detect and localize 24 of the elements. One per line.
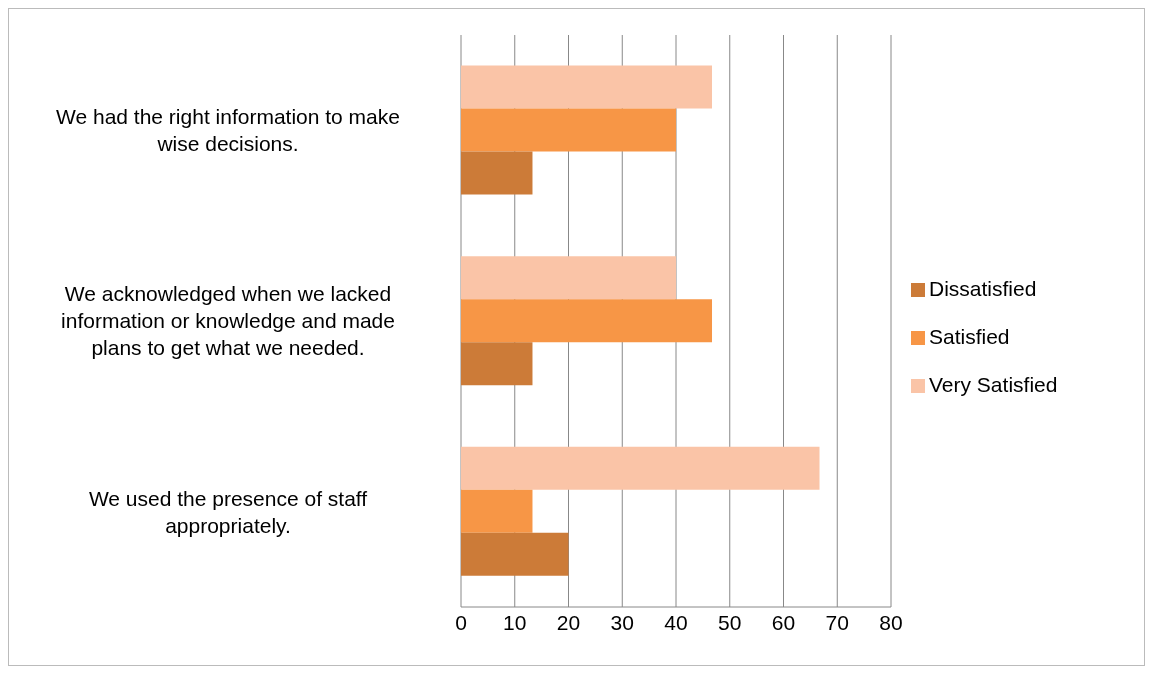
x-tick-label: 60 bbox=[771, 610, 796, 634]
y-tick-label: We used the presence of staff appropriately. bbox=[88, 486, 368, 537]
legend-label: Satisfied bbox=[929, 325, 1010, 348]
bar bbox=[461, 489, 533, 533]
x-tick-label: 80 bbox=[879, 610, 903, 634]
bar bbox=[461, 256, 676, 300]
y-tick-label: We acknowledged when we lacked information or knowledge and made plans to get what we needed. bbox=[61, 282, 395, 360]
x-tick-label: 40 bbox=[664, 610, 688, 634]
x-tick-label: 10 bbox=[503, 610, 527, 634]
x-tick-label: 70 bbox=[825, 610, 849, 634]
bar bbox=[461, 299, 713, 343]
x-tick-label: 50 bbox=[718, 610, 742, 634]
legend-label: Dissatisfied bbox=[929, 277, 1037, 300]
bar bbox=[461, 446, 820, 490]
bar bbox=[461, 532, 569, 576]
bar bbox=[461, 108, 676, 152]
bar bbox=[461, 342, 533, 386]
bar bbox=[461, 65, 713, 109]
x-tick-label: 0 bbox=[455, 610, 467, 634]
x-tick-label: 30 bbox=[610, 610, 634, 634]
y-tick-label: We had the right information to make wise decisions. bbox=[56, 105, 400, 156]
bar bbox=[461, 151, 533, 195]
x-tick-label: 20 bbox=[556, 610, 581, 634]
legend-label: Very Satisfied bbox=[929, 373, 1058, 396]
